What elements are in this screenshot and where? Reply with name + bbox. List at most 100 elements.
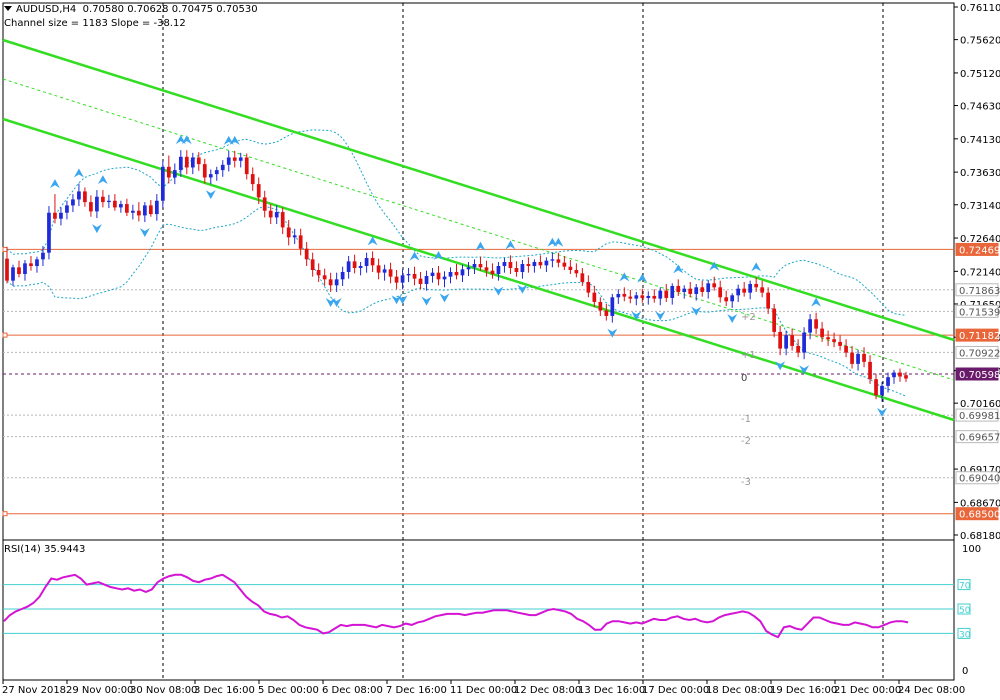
candle-body <box>766 292 771 309</box>
fractal-arrow-icon <box>397 295 408 305</box>
candle-body <box>131 210 135 213</box>
price-axis-label: 0.69170 <box>960 465 1000 476</box>
channel-level-mark: -1 <box>741 414 751 425</box>
candle-body <box>580 273 585 282</box>
fractal-arrow-icon <box>421 296 432 306</box>
candle-body <box>298 235 303 249</box>
candle-body <box>742 288 747 293</box>
fractal-arrow-icon <box>439 293 450 303</box>
fractal-arrow-icon <box>433 251 444 261</box>
candle-body <box>268 210 273 218</box>
candle-body <box>29 263 33 267</box>
candle-body <box>214 170 219 175</box>
price-level-label: 0.71182 <box>959 331 1000 342</box>
candle-body <box>101 196 105 203</box>
candle-body <box>868 361 872 380</box>
candle-body <box>304 248 309 260</box>
rsi-plot-frame <box>2 539 955 681</box>
fractal-arrow-icon <box>637 273 648 283</box>
candle-body <box>262 197 267 211</box>
candle-body <box>886 377 890 386</box>
channel-info: Channel size = 1183 Slope = -38.12 <box>4 18 186 29</box>
candle-body <box>400 275 405 283</box>
price-level-label: 0.70922 <box>959 348 1000 359</box>
candle-body <box>700 287 705 292</box>
candle-body <box>406 273 411 276</box>
time-axis-label: 6 Dec 08:00 <box>322 685 383 696</box>
envelope-upper-line <box>6 129 907 316</box>
candle-body <box>832 339 836 342</box>
candle-body <box>77 191 81 200</box>
level-start-marker <box>2 332 8 338</box>
candle-body <box>310 259 315 271</box>
candle-body <box>592 292 597 302</box>
candle-body <box>610 297 615 316</box>
candle-body <box>334 279 339 286</box>
candle-body <box>11 267 15 281</box>
candle-body <box>418 278 423 284</box>
fractal-arrow-icon <box>553 237 564 247</box>
candle-body <box>826 337 830 340</box>
candle-body <box>466 267 471 270</box>
candle-body <box>172 170 177 178</box>
candle-body <box>256 184 261 198</box>
candle-body <box>538 262 543 266</box>
candle-body <box>646 295 651 298</box>
candle-body <box>820 328 824 338</box>
candle-body <box>736 288 741 296</box>
time-axis-label: 7 Dec 16:00 <box>386 685 447 696</box>
candle-body <box>280 212 285 228</box>
candle-body <box>496 266 501 274</box>
candle-body <box>754 283 759 288</box>
candle-body <box>83 191 87 203</box>
candle-body <box>544 260 549 266</box>
channel-level-mark: +2 <box>741 312 756 323</box>
price-axis-label: 0.73140 <box>960 201 1000 212</box>
candle-body <box>430 272 435 276</box>
price-axis-label: 0.74130 <box>960 135 1000 146</box>
candle-body <box>370 258 375 266</box>
candle-body <box>814 319 818 329</box>
time-axis-label: 27 Nov 2018 <box>2 685 66 696</box>
fractal-arrow-icon <box>517 284 528 294</box>
price-axis-label: 0.76110 <box>960 3 1000 14</box>
rsi-title: RSI(14) 35.9443 <box>4 544 86 555</box>
candle-body <box>208 174 213 178</box>
candle-body <box>190 157 195 168</box>
candle-body <box>41 252 45 260</box>
time-axis-label: 30 Nov 08:00 <box>130 685 197 696</box>
price-level-tag <box>955 345 999 359</box>
price-level-tag <box>955 283 999 297</box>
channel-level-mark: 0 <box>741 373 747 384</box>
candle-body <box>286 227 291 238</box>
candle-body <box>202 164 207 178</box>
candle-body <box>346 261 351 272</box>
price-level-label: 0.70598 <box>959 370 1000 381</box>
price-axis-label: 0.68180 <box>960 531 1000 542</box>
candle-body <box>598 301 603 311</box>
candle-body <box>23 263 27 274</box>
candle-body <box>448 271 453 277</box>
channel-level-mark: -2 <box>741 436 751 447</box>
candle-body <box>880 385 884 396</box>
candle-body <box>808 319 812 333</box>
price-level-label: 0.69040 <box>959 474 1000 485</box>
price-level-label: 0.71539 <box>959 307 1000 318</box>
candle-body <box>550 259 555 261</box>
candle-body <box>670 285 675 298</box>
time-axis-label: 24 Dec 08:00 <box>898 685 965 696</box>
candle-body <box>706 283 711 292</box>
collapse-triangle-icon[interactable] <box>4 6 12 11</box>
fractal-arrow-icon <box>49 179 60 189</box>
channel-level-mark: +1 <box>741 350 756 361</box>
candle-body <box>89 202 93 212</box>
candle-body <box>376 265 381 273</box>
candle-body <box>250 174 255 185</box>
candle-body <box>184 156 189 168</box>
price-axis-label: 0.68670 <box>960 498 1000 509</box>
candle-body <box>748 283 753 293</box>
candle-body <box>196 157 201 165</box>
fractal-arrow-icon <box>655 311 666 321</box>
fractal-arrow-icon <box>409 251 420 261</box>
fractal-arrow-icon <box>751 262 762 272</box>
